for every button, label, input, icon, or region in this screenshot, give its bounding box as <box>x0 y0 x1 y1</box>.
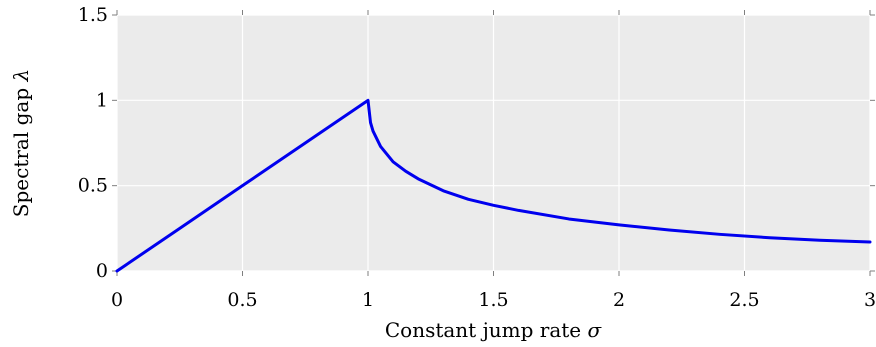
x-tick-label: 3 <box>864 289 876 311</box>
series-line-spectral-gap <box>115 98 872 273</box>
x-axis-label-text: Constant jump rate <box>385 318 581 342</box>
y-tick-label: 1.5 <box>78 4 108 26</box>
y-axis-label-symbol: λ <box>9 69 33 83</box>
x-tick-label: 2.5 <box>729 289 759 311</box>
y-axis-label-text: Spectral gap <box>9 88 33 217</box>
y-axis-label: Spectral gap λ <box>9 69 33 217</box>
y-tick-label: 0 <box>96 260 108 282</box>
x-tick-label: 2 <box>613 289 625 311</box>
y-tick-labels: 0 0.5 1 1.5 <box>78 4 108 282</box>
x-axis-label: Constant jump rate σ <box>385 318 603 342</box>
x-axis-label-symbol: σ <box>588 318 603 342</box>
x-tick-labels: 0 0.5 1 1.5 2 2.5 3 <box>111 289 876 311</box>
x-tick-label: 1 <box>362 289 374 311</box>
x-tick-label: 0.5 <box>227 289 257 311</box>
x-tick-label: 1.5 <box>478 289 508 311</box>
y-tick-label: 0.5 <box>78 175 108 197</box>
x-tick-label: 0 <box>111 289 123 311</box>
y-tick-label: 1 <box>96 89 108 111</box>
